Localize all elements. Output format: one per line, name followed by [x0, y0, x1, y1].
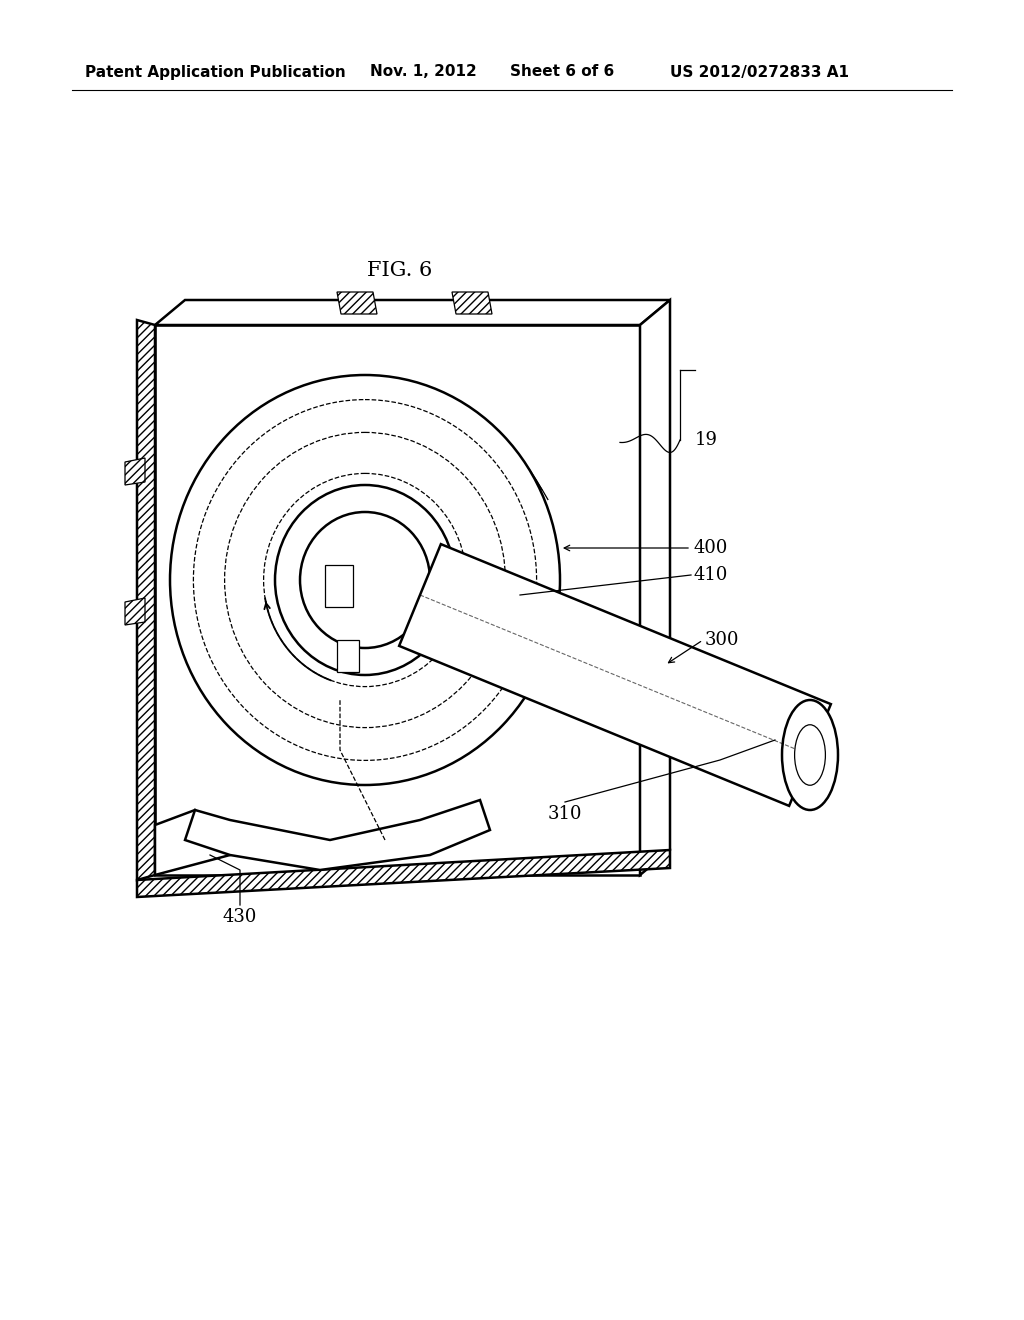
Polygon shape — [155, 325, 640, 875]
Ellipse shape — [275, 484, 455, 675]
Ellipse shape — [170, 375, 560, 785]
Text: Sheet 6 of 6: Sheet 6 of 6 — [510, 65, 614, 79]
Polygon shape — [325, 565, 353, 607]
Polygon shape — [125, 458, 145, 484]
Polygon shape — [337, 640, 359, 672]
Text: Nov. 1, 2012: Nov. 1, 2012 — [370, 65, 477, 79]
Polygon shape — [337, 292, 377, 314]
Polygon shape — [399, 544, 830, 807]
Polygon shape — [155, 300, 670, 325]
Text: Patent Application Publication: Patent Application Publication — [85, 65, 346, 79]
Polygon shape — [155, 810, 230, 875]
Polygon shape — [452, 292, 492, 314]
Text: FIG. 6: FIG. 6 — [368, 260, 432, 280]
Text: 410: 410 — [693, 566, 727, 583]
Text: 430: 430 — [223, 908, 257, 927]
Polygon shape — [185, 800, 490, 870]
Text: 300: 300 — [705, 631, 739, 649]
Ellipse shape — [300, 512, 430, 648]
Polygon shape — [137, 850, 670, 898]
Polygon shape — [640, 300, 670, 875]
Text: 400: 400 — [693, 539, 727, 557]
Text: 19: 19 — [695, 432, 718, 449]
Text: 330: 330 — [373, 845, 408, 863]
Polygon shape — [137, 319, 155, 880]
Polygon shape — [125, 598, 145, 624]
Text: US 2012/0272833 A1: US 2012/0272833 A1 — [670, 65, 849, 79]
Ellipse shape — [795, 725, 825, 785]
Ellipse shape — [782, 700, 838, 810]
Text: 310: 310 — [548, 805, 583, 822]
